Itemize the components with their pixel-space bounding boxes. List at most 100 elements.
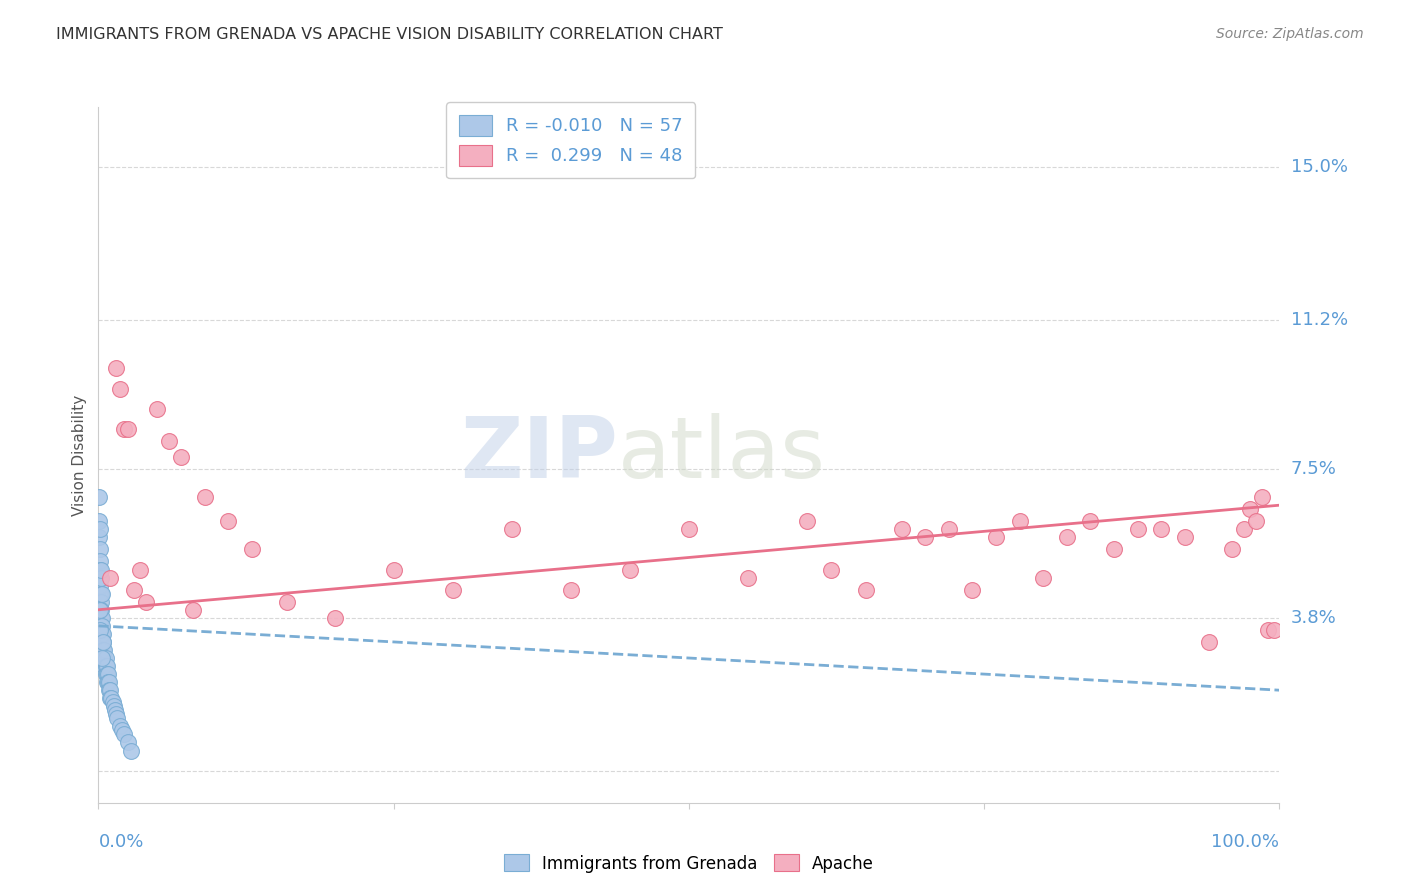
Point xyxy=(98,675,121,690)
Point xyxy=(98,571,121,585)
Point xyxy=(135,595,157,609)
Point xyxy=(1263,623,1285,637)
Point xyxy=(105,711,128,725)
Point xyxy=(89,522,111,536)
Point xyxy=(181,603,204,617)
Point xyxy=(441,582,464,597)
Point xyxy=(1102,542,1125,557)
Text: 100.0%: 100.0% xyxy=(1212,833,1279,851)
Point xyxy=(938,522,960,536)
Legend: R = -0.010   N = 57, R =  0.299   N = 48: R = -0.010 N = 57, R = 0.299 N = 48 xyxy=(447,103,695,178)
Point xyxy=(90,603,112,617)
Point xyxy=(170,450,193,464)
Point xyxy=(90,619,112,633)
Point xyxy=(89,587,111,601)
Point xyxy=(112,422,135,436)
Point xyxy=(122,582,145,597)
Point xyxy=(101,695,124,709)
Legend: Immigrants from Grenada, Apache: Immigrants from Grenada, Apache xyxy=(496,847,882,880)
Point xyxy=(1150,522,1173,536)
Point xyxy=(94,659,117,673)
Point xyxy=(91,611,114,625)
Point xyxy=(1220,542,1243,557)
Point xyxy=(97,667,120,681)
Point xyxy=(96,667,118,681)
Point xyxy=(98,683,121,698)
Point xyxy=(737,571,759,585)
Point xyxy=(93,643,115,657)
Point xyxy=(1244,514,1267,528)
Point xyxy=(94,667,117,681)
Point xyxy=(984,530,1007,544)
Point xyxy=(89,542,111,557)
Point xyxy=(90,571,112,585)
Point xyxy=(91,587,114,601)
Point xyxy=(890,522,912,536)
Text: 3.8%: 3.8% xyxy=(1291,609,1336,627)
Point xyxy=(89,554,111,568)
Y-axis label: Vision Disability: Vision Disability xyxy=(72,394,87,516)
Point xyxy=(619,562,641,576)
Point xyxy=(501,522,523,536)
Point xyxy=(1056,530,1078,544)
Point xyxy=(240,542,263,557)
Point xyxy=(91,651,114,665)
Point xyxy=(103,699,125,714)
Text: IMMIGRANTS FROM GRENADA VS APACHE VISION DISABILITY CORRELATION CHART: IMMIGRANTS FROM GRENADA VS APACHE VISION… xyxy=(56,27,723,42)
Point xyxy=(104,703,127,717)
Point xyxy=(1126,522,1149,536)
Text: atlas: atlas xyxy=(619,413,827,497)
Point xyxy=(1032,571,1054,585)
Point xyxy=(1233,522,1256,536)
Point xyxy=(93,659,115,673)
Point xyxy=(560,582,582,597)
Point xyxy=(98,683,121,698)
Point xyxy=(128,562,150,576)
Point xyxy=(105,707,128,722)
Point xyxy=(111,723,134,738)
Point xyxy=(89,562,111,576)
Point xyxy=(89,623,111,637)
Point xyxy=(108,382,131,396)
Point xyxy=(91,651,114,665)
Point xyxy=(117,735,139,749)
Point xyxy=(90,587,112,601)
Point xyxy=(91,627,114,641)
Point xyxy=(323,611,346,625)
Point xyxy=(91,635,114,649)
Point xyxy=(117,422,139,436)
Point xyxy=(121,743,143,757)
Point xyxy=(91,635,114,649)
Point xyxy=(87,490,110,504)
Point xyxy=(87,530,110,544)
Point xyxy=(108,719,131,733)
Point xyxy=(91,643,114,657)
Point xyxy=(820,562,842,576)
Point xyxy=(96,659,118,673)
Point xyxy=(796,514,818,528)
Point xyxy=(87,514,110,528)
Point xyxy=(97,675,120,690)
Point xyxy=(105,361,128,376)
Point xyxy=(1008,514,1031,528)
Text: 7.5%: 7.5% xyxy=(1291,460,1337,478)
Point xyxy=(94,651,117,665)
Point xyxy=(962,582,984,597)
Point xyxy=(91,643,114,657)
Point xyxy=(112,727,135,741)
Point xyxy=(90,611,112,625)
Point xyxy=(855,582,877,597)
Point xyxy=(89,579,111,593)
Text: ZIP: ZIP xyxy=(460,413,619,497)
Point xyxy=(98,691,121,706)
Point xyxy=(678,522,700,536)
Point xyxy=(276,595,298,609)
Point xyxy=(90,595,112,609)
Point xyxy=(1080,514,1102,528)
Point xyxy=(1257,623,1279,637)
Point xyxy=(1239,502,1261,516)
Point xyxy=(1250,490,1272,504)
Point xyxy=(96,675,118,690)
Text: 15.0%: 15.0% xyxy=(1291,159,1347,177)
Point xyxy=(100,691,122,706)
